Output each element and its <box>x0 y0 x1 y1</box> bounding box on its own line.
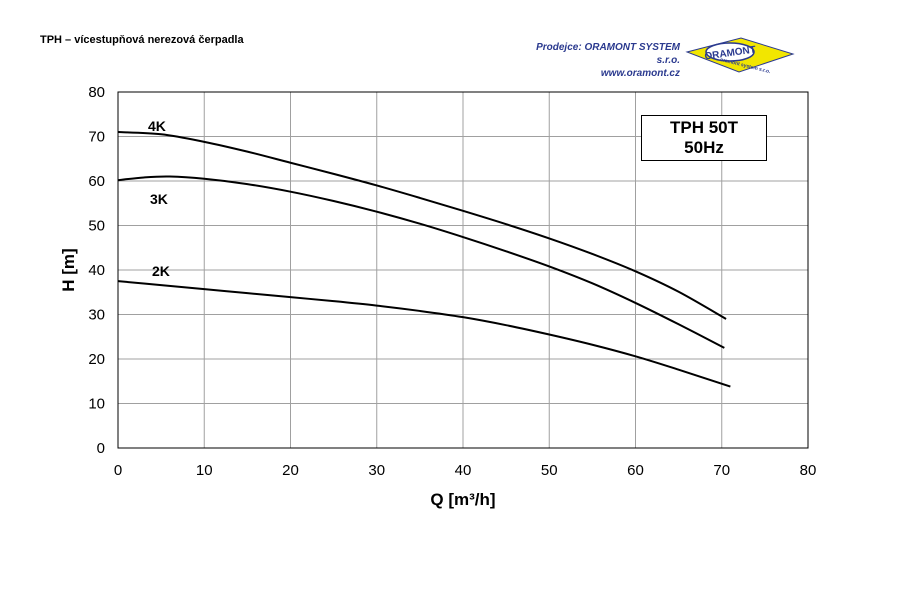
model-name: TPH 50T <box>669 118 739 137</box>
y-ticks: 0 10 20 30 40 50 60 70 80 <box>88 84 105 457</box>
x-axis-title: Q [m³/h] <box>430 490 495 509</box>
y-tick-label: 50 <box>88 218 105 235</box>
curve-label-4k: 4K <box>148 118 166 134</box>
y-tick-label: 10 <box>88 396 105 413</box>
plot-frame <box>117 91 809 449</box>
y-axis-title: H [m] <box>59 248 78 291</box>
x-ticks: 0 10 20 30 40 50 60 70 80 <box>114 462 817 479</box>
curve-label-3k: 3K <box>150 191 168 207</box>
model-frequency: 50Hz <box>684 138 724 157</box>
model-box: TPH 50T 50Hz <box>641 115 767 161</box>
dealer-website[interactable]: www.oramont.cz <box>600 68 680 79</box>
dealer-name: ORAMONT SYSTEM s.r.o. <box>584 42 680 66</box>
x-tick-label: 0 <box>114 462 122 479</box>
series-line-3k <box>117 175 725 349</box>
dealer-info: Prodejce: ORAMONT SYSTEM s.r.o. www.oram… <box>520 41 680 80</box>
y-tick-label: 30 <box>88 307 105 324</box>
x-tick-label: 50 <box>541 462 558 479</box>
y-tick-label: 70 <box>88 129 105 146</box>
oramont-logo: ORAMONT oramont system s.r.o. <box>685 37 795 75</box>
x-tick-label: 60 <box>627 462 644 479</box>
y-tick-label: 60 <box>88 173 105 190</box>
x-tick-label: 10 <box>196 462 213 479</box>
y-tick-label: 40 <box>88 262 105 279</box>
series-line-2k <box>117 280 731 388</box>
curve-label-2k: 2K <box>152 263 170 279</box>
y-tick-label: 80 <box>88 84 105 101</box>
series <box>117 131 731 388</box>
series-line-4k <box>117 131 727 320</box>
x-tick-label: 70 <box>713 462 730 479</box>
dealer-prefix: Prodejce: <box>536 42 582 53</box>
y-tick-label: 20 <box>88 351 105 368</box>
x-tick-label: 80 <box>800 462 817 479</box>
document-title: TPH – vícestupňová nerezová čerpadla <box>40 34 244 46</box>
x-tick-label: 30 <box>368 462 385 479</box>
x-tick-label: 20 <box>282 462 299 479</box>
x-tick-label: 40 <box>455 462 472 479</box>
y-tick-label: 0 <box>97 440 105 457</box>
